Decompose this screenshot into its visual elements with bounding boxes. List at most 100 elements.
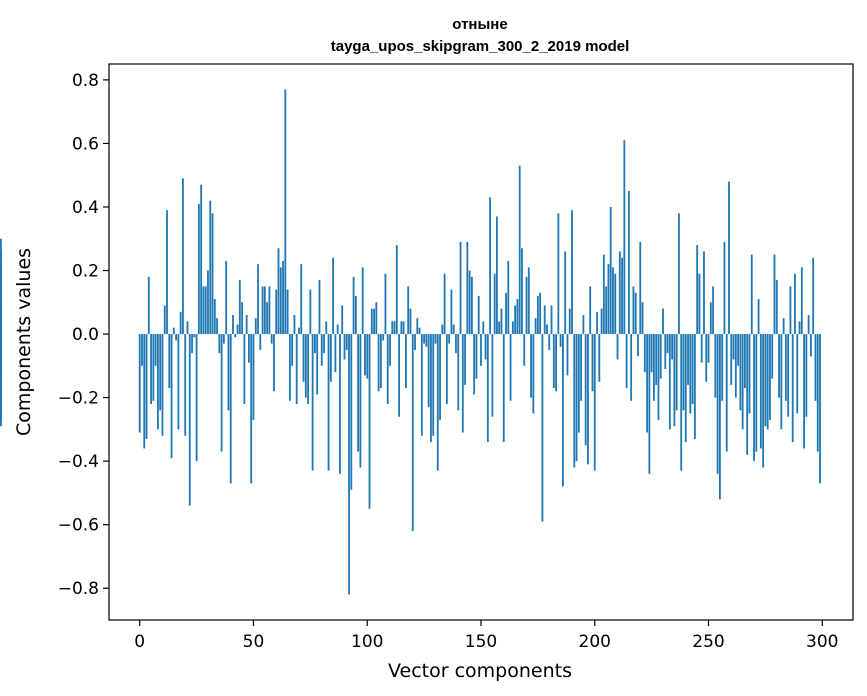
bar bbox=[798, 321, 801, 335]
bar bbox=[475, 334, 478, 379]
bar bbox=[573, 334, 576, 468]
bar bbox=[432, 334, 435, 436]
bar bbox=[0, 334, 2, 420]
x-tick-label: 100 bbox=[351, 632, 383, 652]
bar bbox=[418, 327, 421, 335]
bar bbox=[728, 181, 730, 335]
bar bbox=[275, 289, 278, 335]
bar bbox=[477, 295, 480, 335]
bar bbox=[248, 334, 250, 363]
bar bbox=[782, 318, 785, 335]
bar bbox=[666, 334, 669, 354]
bar bbox=[241, 302, 244, 335]
bar bbox=[687, 334, 689, 385]
bar bbox=[780, 334, 783, 430]
bar bbox=[518, 165, 521, 335]
bar bbox=[625, 334, 628, 389]
bar bbox=[320, 334, 323, 366]
bar bbox=[734, 334, 737, 398]
bar bbox=[493, 273, 496, 335]
bar bbox=[175, 334, 178, 341]
y-tick-label: −0.4 bbox=[58, 452, 99, 472]
bar bbox=[464, 334, 466, 385]
bar bbox=[678, 213, 680, 335]
bar bbox=[450, 289, 453, 335]
bar bbox=[703, 251, 705, 335]
bar bbox=[309, 289, 312, 335]
bar bbox=[332, 257, 335, 335]
bar bbox=[655, 334, 658, 385]
bar bbox=[400, 321, 403, 335]
bar bbox=[796, 334, 799, 414]
bar bbox=[425, 334, 428, 347]
bar bbox=[470, 276, 473, 335]
bar bbox=[516, 299, 519, 335]
bar bbox=[534, 318, 537, 335]
bar bbox=[398, 334, 400, 417]
bar bbox=[700, 334, 703, 363]
bar bbox=[261, 286, 264, 335]
bar bbox=[420, 334, 423, 436]
bar bbox=[814, 334, 817, 401]
bar bbox=[584, 334, 587, 446]
bar bbox=[364, 334, 366, 376]
bar bbox=[147, 276, 150, 335]
y-tick-label: −0.6 bbox=[58, 516, 99, 536]
bar bbox=[314, 334, 316, 354]
bar bbox=[172, 327, 175, 335]
bar bbox=[527, 267, 530, 335]
bar bbox=[348, 334, 350, 595]
x-tick-label: 300 bbox=[806, 632, 838, 652]
bar bbox=[234, 334, 237, 338]
bar bbox=[279, 267, 282, 335]
bar bbox=[693, 334, 696, 439]
bar bbox=[318, 280, 321, 335]
bar bbox=[616, 334, 619, 360]
bar bbox=[564, 251, 567, 335]
bar bbox=[434, 334, 437, 344]
bar bbox=[163, 305, 166, 335]
bar bbox=[416, 318, 419, 335]
bar bbox=[609, 206, 612, 335]
bar bbox=[691, 334, 694, 404]
bar bbox=[498, 321, 501, 335]
bar bbox=[805, 334, 808, 417]
bar bbox=[284, 89, 287, 335]
bar bbox=[668, 334, 671, 430]
x-tick-label: 0 bbox=[134, 632, 145, 652]
bar bbox=[389, 334, 391, 366]
bar bbox=[459, 241, 462, 335]
bar bbox=[614, 273, 617, 335]
y-tick-label: −0.8 bbox=[58, 579, 99, 599]
bar bbox=[439, 334, 441, 420]
bar bbox=[641, 302, 644, 335]
bar bbox=[357, 334, 360, 452]
bar bbox=[714, 334, 717, 398]
bar bbox=[568, 308, 571, 335]
bar bbox=[168, 334, 171, 389]
bar bbox=[750, 254, 753, 335]
y-axis-ticks: −0.8 −0.6 −0.4 −0.2 0.0 0.2 0.4 0.6 0.8 bbox=[58, 71, 109, 599]
bar bbox=[598, 334, 601, 382]
bar bbox=[368, 334, 371, 509]
bar bbox=[193, 334, 196, 338]
bar bbox=[361, 267, 364, 335]
bar bbox=[138, 334, 141, 433]
bar bbox=[257, 264, 259, 335]
x-tick-label: 250 bbox=[692, 632, 724, 652]
bar bbox=[612, 267, 614, 335]
bar bbox=[555, 334, 557, 392]
y-tick-label: −0.2 bbox=[58, 389, 99, 409]
bar bbox=[227, 334, 230, 411]
bar bbox=[259, 334, 262, 350]
bar bbox=[334, 334, 337, 373]
bar bbox=[291, 334, 294, 366]
bar bbox=[800, 267, 803, 335]
bar bbox=[755, 334, 758, 452]
x-axis-ticks: 0 50 100 150 200 250 300 bbox=[134, 620, 839, 652]
x-axis-label: Vector components bbox=[388, 660, 572, 682]
bar bbox=[345, 334, 348, 350]
bar bbox=[304, 334, 307, 398]
bar bbox=[643, 334, 646, 373]
bar bbox=[186, 321, 189, 335]
